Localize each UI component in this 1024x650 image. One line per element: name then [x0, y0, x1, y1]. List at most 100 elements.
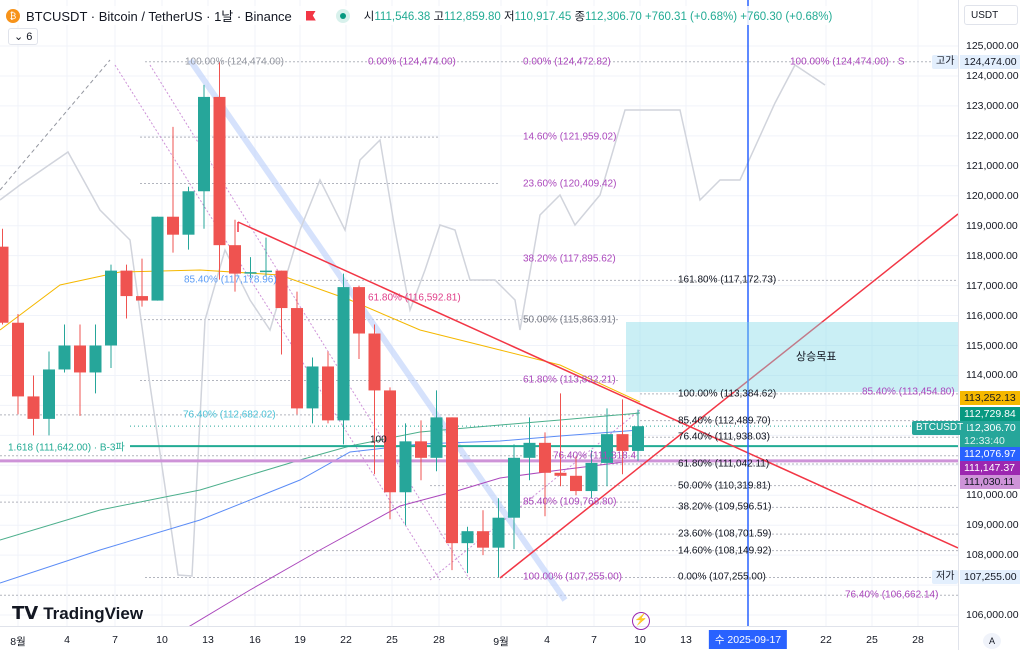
price-badge: 113,252.13: [960, 390, 1020, 405]
currency-select[interactable]: USDT: [964, 5, 1018, 25]
fib-label: 0.00% (124,474.00): [368, 56, 456, 68]
target-zone[interactable]: 상승목표: [626, 322, 958, 392]
fib-label: 0.00% (124,472.82): [523, 56, 611, 68]
time-label: 10: [156, 634, 168, 646]
candle-body: [461, 531, 474, 544]
time-label: 25: [866, 634, 878, 646]
fib-label: 61.80% (116,592.81): [368, 292, 461, 304]
candle-body: [198, 96, 210, 192]
candle-body: [570, 475, 582, 492]
price-label: 116,000.00: [966, 309, 1018, 322]
fib-label: 38.20% (109,596.51): [678, 501, 772, 513]
price-badge: 112,729.84: [960, 406, 1020, 421]
price-axis[interactable]: [958, 0, 1024, 650]
price-badge: 112,076.97: [960, 446, 1020, 461]
fib-label: 23.60% (120,409.42): [523, 178, 617, 189]
candle-body: [306, 366, 319, 409]
price-label: 120,000.00: [966, 189, 1019, 202]
fib-label: 161.80% (117,172.73): [678, 274, 777, 286]
triangle-upper-line: [237, 221, 958, 549]
price-label: 114,000.00: [966, 369, 1018, 382]
indicators-toggle[interactable]: ⌄ 6: [8, 28, 39, 45]
fib-label: 100.00% (124,474.00) · S: [790, 56, 905, 68]
fib-label: 100.00% (124,474.00): [185, 56, 284, 68]
candle-body: [337, 287, 350, 421]
auto-scale-button[interactable]: A: [983, 633, 1001, 649]
candle-body: [244, 272, 257, 274]
candle-body: [554, 472, 567, 476]
price-badge: 111,030.11: [960, 474, 1020, 489]
fib-label: 85.40% (109,768.80): [523, 496, 617, 508]
price-chart[interactable]: [0, 0, 958, 626]
time-label: 수 2025-09-17: [708, 630, 788, 649]
fib-label: 76.40% (112,682.02): [183, 409, 276, 421]
candle-body: [415, 441, 427, 458]
price-label: 108,000.00: [966, 549, 1019, 562]
candle-body: [508, 457, 520, 518]
time-label: 8월: [10, 636, 26, 648]
time-label: 19: [294, 634, 306, 646]
candle-body: [601, 434, 613, 463]
time-label: 7: [591, 634, 597, 646]
candle-body: [105, 270, 117, 346]
time-axis[interactable]: [0, 626, 958, 650]
fib-label: 38.20% (117,895.62): [523, 253, 616, 265]
fib-label: 61.80% (113,832.21): [523, 374, 616, 386]
price-label: 109,000.00: [966, 519, 1019, 532]
candle-body: [399, 441, 412, 493]
symbol-title[interactable]: BTCUSDT · Bitcoin / TetherUS · 1날 · Bina…: [26, 9, 292, 24]
price-tag: 저가: [932, 570, 959, 585]
moving-average-green: [0, 412, 641, 541]
fib-label: 100.00% (113,384.62): [678, 388, 777, 400]
price-label: 123,000.00: [966, 99, 1019, 112]
price-badge: 124,474.00: [960, 54, 1020, 69]
fib-label: 14.60% (108,149.92): [678, 545, 772, 557]
price-label: 115,000.00: [966, 339, 1018, 352]
price-label: 118,000.00: [966, 249, 1018, 262]
price-label: 122,000.00: [966, 129, 1019, 142]
fib-label: 85.40% (113,454.80): [862, 386, 955, 398]
candle-body: [260, 270, 272, 273]
candle-body: [523, 442, 536, 458]
time-label: 7: [112, 634, 118, 646]
lightning-icon[interactable]: ⚡: [632, 612, 650, 630]
time-label: 28: [912, 634, 924, 646]
symbol-header: ₿ BTCUSDT · Bitcoin / TetherUS · 1날 · Bi…: [6, 6, 833, 25]
time-label: 22: [340, 634, 352, 646]
fib-label: 50.00% (110,319.81): [678, 480, 771, 492]
time-label: 22: [820, 634, 832, 646]
price-tag: 고가: [932, 54, 959, 69]
time-label: 28: [433, 634, 445, 646]
time-label: 9월: [493, 636, 509, 648]
fib-label: 61.80% (111,042.11): [678, 458, 770, 470]
tradingview-logo[interactable]: 𝗧𝗩 TradingView: [12, 603, 144, 623]
time-label: 16: [249, 634, 261, 646]
price-badge: 112,306.70 12:33:40: [960, 420, 1020, 447]
candle-body: [585, 462, 598, 492]
fib-label: 23.60% (108,701.59): [678, 528, 772, 540]
triangle-lower-line: [499, 213, 958, 579]
fib-diagonal: [114, 64, 441, 581]
fib-label: 76.40% (106,662.14): [845, 589, 939, 601]
price-label: 110,000.00: [966, 489, 1018, 502]
candle-body: [492, 517, 505, 548]
price-tag: BTCUSDT: [912, 420, 968, 435]
price-label: 119,000.00: [966, 219, 1018, 232]
candle-body: [539, 442, 551, 473]
candle-body: [322, 366, 334, 421]
fib-label: 14.60% (121,959.02): [523, 131, 617, 143]
ohlc-values: 시111,546.38 고112,859.80 저110,917.45 종112…: [363, 10, 833, 23]
fib-label: 100.00% (107,255.00): [523, 571, 622, 583]
time-label: 10: [634, 634, 646, 646]
bitcoin-icon: ₿: [6, 8, 20, 23]
candle-body: [120, 270, 133, 297]
trend-channel: [187, 58, 568, 602]
price-badge: 111,147.37: [960, 460, 1020, 475]
time-label: 4: [544, 634, 550, 646]
flag-icon[interactable]: [305, 10, 316, 21]
candle-body: [58, 345, 71, 370]
comparison-line: [0, 63, 826, 577]
candle-body: [477, 531, 489, 548]
candle-body: [384, 390, 396, 493]
candle-body: [430, 417, 443, 458]
